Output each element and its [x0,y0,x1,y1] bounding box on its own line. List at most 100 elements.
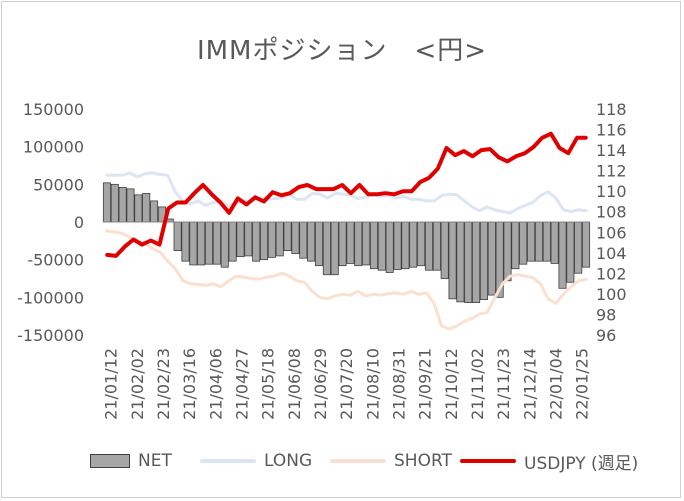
net-bar [220,221,229,268]
net-bar [558,221,567,289]
y-left-tick-label: 0 [74,213,84,232]
net-bar [283,221,292,252]
net-bar [134,194,143,223]
net-bar [534,221,543,262]
x-tick-label: 21/08/31 [389,348,408,420]
net-bar [456,221,465,303]
net-bar [377,221,386,271]
y-right-tick-label: 104 [596,244,627,263]
legend-item-long: LONG [200,448,312,474]
net-bar [150,200,159,223]
chart-title: IMMポジション <円> [196,36,488,66]
net-bar [267,221,276,258]
net-bar [236,221,245,258]
net-bar [503,221,512,282]
net-bar [126,188,135,223]
y-right-tick-label: 118 [596,100,627,119]
net-bar [260,221,269,261]
net-bar [369,221,379,270]
net-bar [527,221,536,262]
x-tick-label: 21/11/02 [468,348,487,420]
net-bar [487,221,496,296]
net-bar [401,221,410,270]
net-bar [338,221,347,267]
legend-item-short: SHORT [330,448,452,474]
legend-item-usdjpy: USDJPY (週足) [460,448,638,474]
x-tick-label: 21/11/23 [494,348,513,420]
y-right-tick-label: 108 [596,203,627,222]
x-tick-label: 21/12/14 [520,348,539,420]
net-bar [464,221,473,304]
net-bar [479,221,488,300]
net-bar [424,221,433,271]
net-bar [173,221,182,252]
x-tick-label: 21/05/18 [259,348,278,420]
net-bar [197,221,206,266]
net-bar [291,221,300,255]
x-tick-label: 21/01/12 [102,348,121,420]
net-bar [448,221,457,300]
y-right-tick-label: 100 [596,285,627,304]
net-bar [142,192,151,223]
chart-legend: NET LONG SHORT USDJPY (週足) [0,448,684,474]
net-bar [252,221,261,262]
usdjpy-line [105,131,588,258]
net-bar [362,221,371,266]
net-bar [432,221,441,271]
net-bar [307,221,316,262]
net-bar [205,221,214,265]
x-tick-label: 21/08/10 [363,348,382,420]
net-bar [189,221,198,266]
legend-label-usdjpy: USDJPY (週足) [524,453,639,474]
net-bar [314,221,324,267]
net-bar [299,221,308,259]
net-bar [228,221,237,262]
net-bar [550,221,559,264]
y-right-tick-label: 106 [596,223,627,242]
net-bar [330,221,339,276]
net-bar [118,186,127,223]
y-left-tick-label: -100000 [17,288,84,307]
net-bar [574,221,583,274]
net-bar [212,221,221,265]
net-bar [472,221,481,304]
y-right-tick-label: 112 [596,162,627,181]
x-tick-label: 21/06/08 [285,348,304,420]
y-right-tick-label: 116 [596,121,627,140]
net-bar [542,221,551,262]
net-bar [322,221,331,276]
x-tick-label: 21/04/06 [206,348,225,420]
net-bar [511,221,520,270]
x-tick-label: 21/07/20 [337,348,356,420]
net-bar [409,221,418,268]
y-right-tick-label: 102 [596,264,627,283]
net-bar [346,221,355,264]
y-left-tick-label: 50000 [33,175,84,194]
legend-swatch-long [200,459,256,463]
y-right-tick-label: 98 [596,305,616,324]
net-bar [393,221,402,270]
net-bar [582,221,591,268]
x-tick-label: 22/01/25 [573,348,592,420]
legend-label-net: NET [138,451,172,471]
net-bar [110,183,119,223]
legend-label-short: SHORT [394,451,452,471]
x-tick-label: 22/01/04 [546,348,565,420]
long-line [105,171,588,215]
x-tick-label: 21/03/16 [180,348,199,420]
net-bar [181,221,190,262]
y-left-tick-label: 100000 [23,138,84,157]
net-bar [566,221,575,283]
legend-item-net: NET [90,448,172,474]
x-tick-label: 21/09/21 [416,348,435,420]
legend-swatch-net [90,454,130,468]
y-right-tick-label: 114 [596,141,627,160]
x-tick-label: 21/10/12 [442,348,461,420]
net-bar [244,221,253,257]
x-tick-label: 21/02/02 [128,348,147,420]
y-left-tick-label: -150000 [17,326,84,345]
net-bar [354,221,363,267]
legend-swatch-short [330,459,386,463]
net-bar [102,182,111,223]
